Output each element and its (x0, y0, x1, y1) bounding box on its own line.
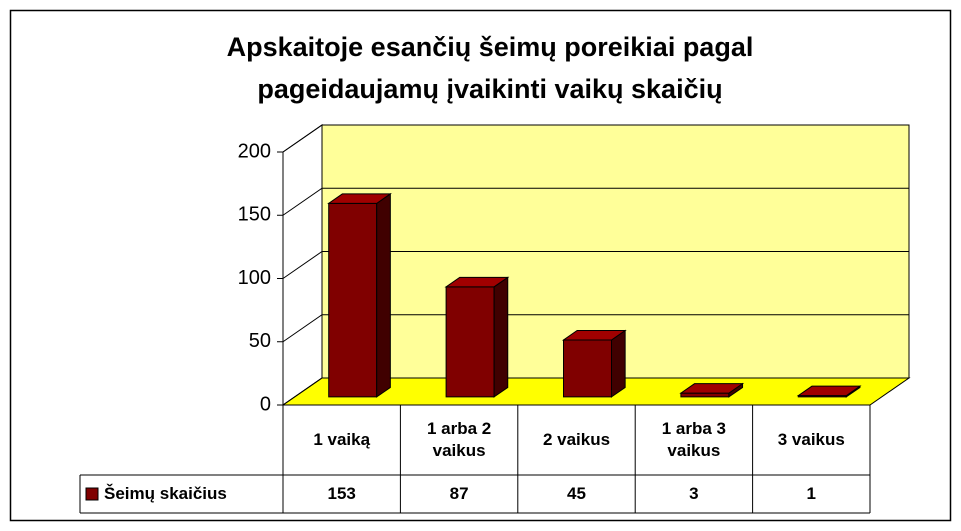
bar-front (563, 339, 612, 398)
data-label: 3 (689, 484, 699, 503)
data-label: 153 (327, 484, 356, 503)
x-tick-label: 3 vaikus (777, 430, 845, 449)
x-tick-label: 1 arba 3 vaikus (661, 419, 727, 460)
bar-top (327, 193, 392, 204)
grid-line (282, 187, 909, 216)
grid-line (282, 124, 909, 153)
bar-top (679, 383, 745, 394)
data-label: 87 (449, 484, 469, 503)
bar (561, 329, 627, 398)
bar (796, 385, 862, 398)
bar-top (444, 276, 510, 288)
y-tick-label: 0 (260, 393, 271, 415)
y-tick-label: 50 (249, 330, 271, 352)
bar-front (328, 202, 378, 398)
bar-side (611, 329, 626, 398)
bar (679, 382, 745, 398)
bar-top (561, 330, 627, 341)
bar-front (445, 286, 495, 398)
bar (327, 192, 392, 398)
y-tick-label: 150 (238, 204, 271, 226)
grid-line (282, 314, 909, 343)
data-label: 1 (806, 484, 817, 503)
bar (444, 276, 510, 398)
x-tick-label: 2 vaikus (542, 430, 611, 449)
bar-top (796, 385, 862, 397)
legend-swatch (85, 487, 99, 501)
x-tick-label: 1 arba 2 vaikus (426, 419, 492, 460)
chart-border (9, 9, 952, 522)
data-label: 45 (567, 484, 586, 503)
y-tick-label: 100 (238, 267, 271, 289)
grid-line (282, 377, 909, 406)
bar-side (493, 276, 509, 398)
bar-front (680, 392, 730, 398)
grid-line (282, 251, 909, 279)
chart-title: Apskaitoje esančių šeimų poreikiai pagal… (226, 32, 754, 104)
legend-label: Šeimų skaičius (104, 484, 227, 503)
bar-side (376, 192, 391, 398)
x-tick-label: 1 vaiką (313, 430, 371, 449)
y-tick-label: 200 (238, 140, 271, 162)
